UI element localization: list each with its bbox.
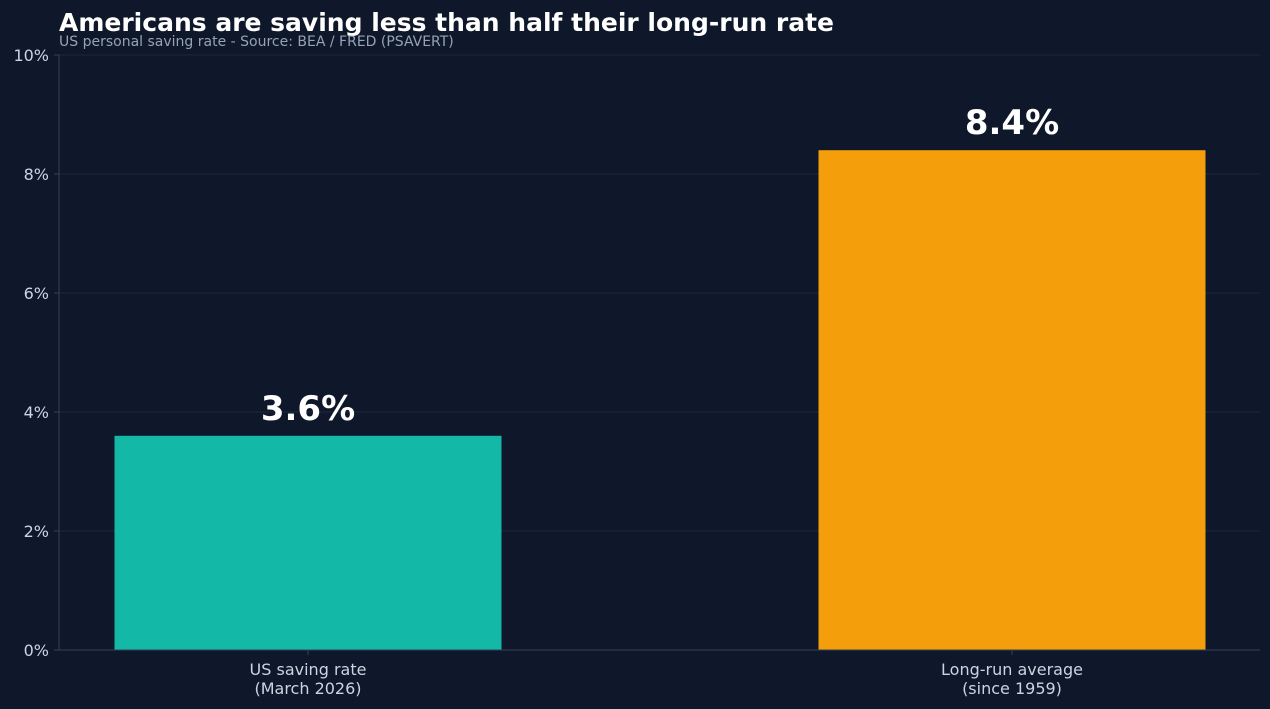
y-tick-label: 6% [24, 284, 49, 303]
x-category-label: Long-run average (since 1959) [941, 660, 1083, 698]
y-tick-label: 4% [24, 403, 49, 422]
axis-layer [54, 54, 1260, 655]
x-category-label-line: (since 1959) [962, 679, 1062, 698]
x-category-label-line: (March 2026) [254, 679, 361, 698]
bar [114, 435, 502, 650]
label-layer: 0% 2% 4% 6% 8% 10% 3.6% US saving rate (March 20… [13, 46, 1083, 698]
x-category-label: US saving rate (March 2026) [250, 660, 367, 698]
y-tick-label: 8% [24, 165, 49, 184]
bar-layer [114, 150, 1206, 650]
bar-value-label: 3.6% [261, 389, 355, 429]
chart-title: Americans are saving less than half thei… [59, 8, 834, 37]
bar-value-label: 8.4% [965, 103, 1059, 143]
x-category-label-line: US saving rate [250, 660, 367, 679]
chart-subtitle: US personal saving rate - Source: BEA / … [59, 34, 454, 50]
y-tick-label: 2% [24, 522, 49, 541]
bar [818, 150, 1206, 650]
y-tick-label: 10% [13, 46, 49, 65]
x-category-label-line: Long-run average [941, 660, 1083, 679]
y-tick-label: 0% [24, 641, 49, 660]
